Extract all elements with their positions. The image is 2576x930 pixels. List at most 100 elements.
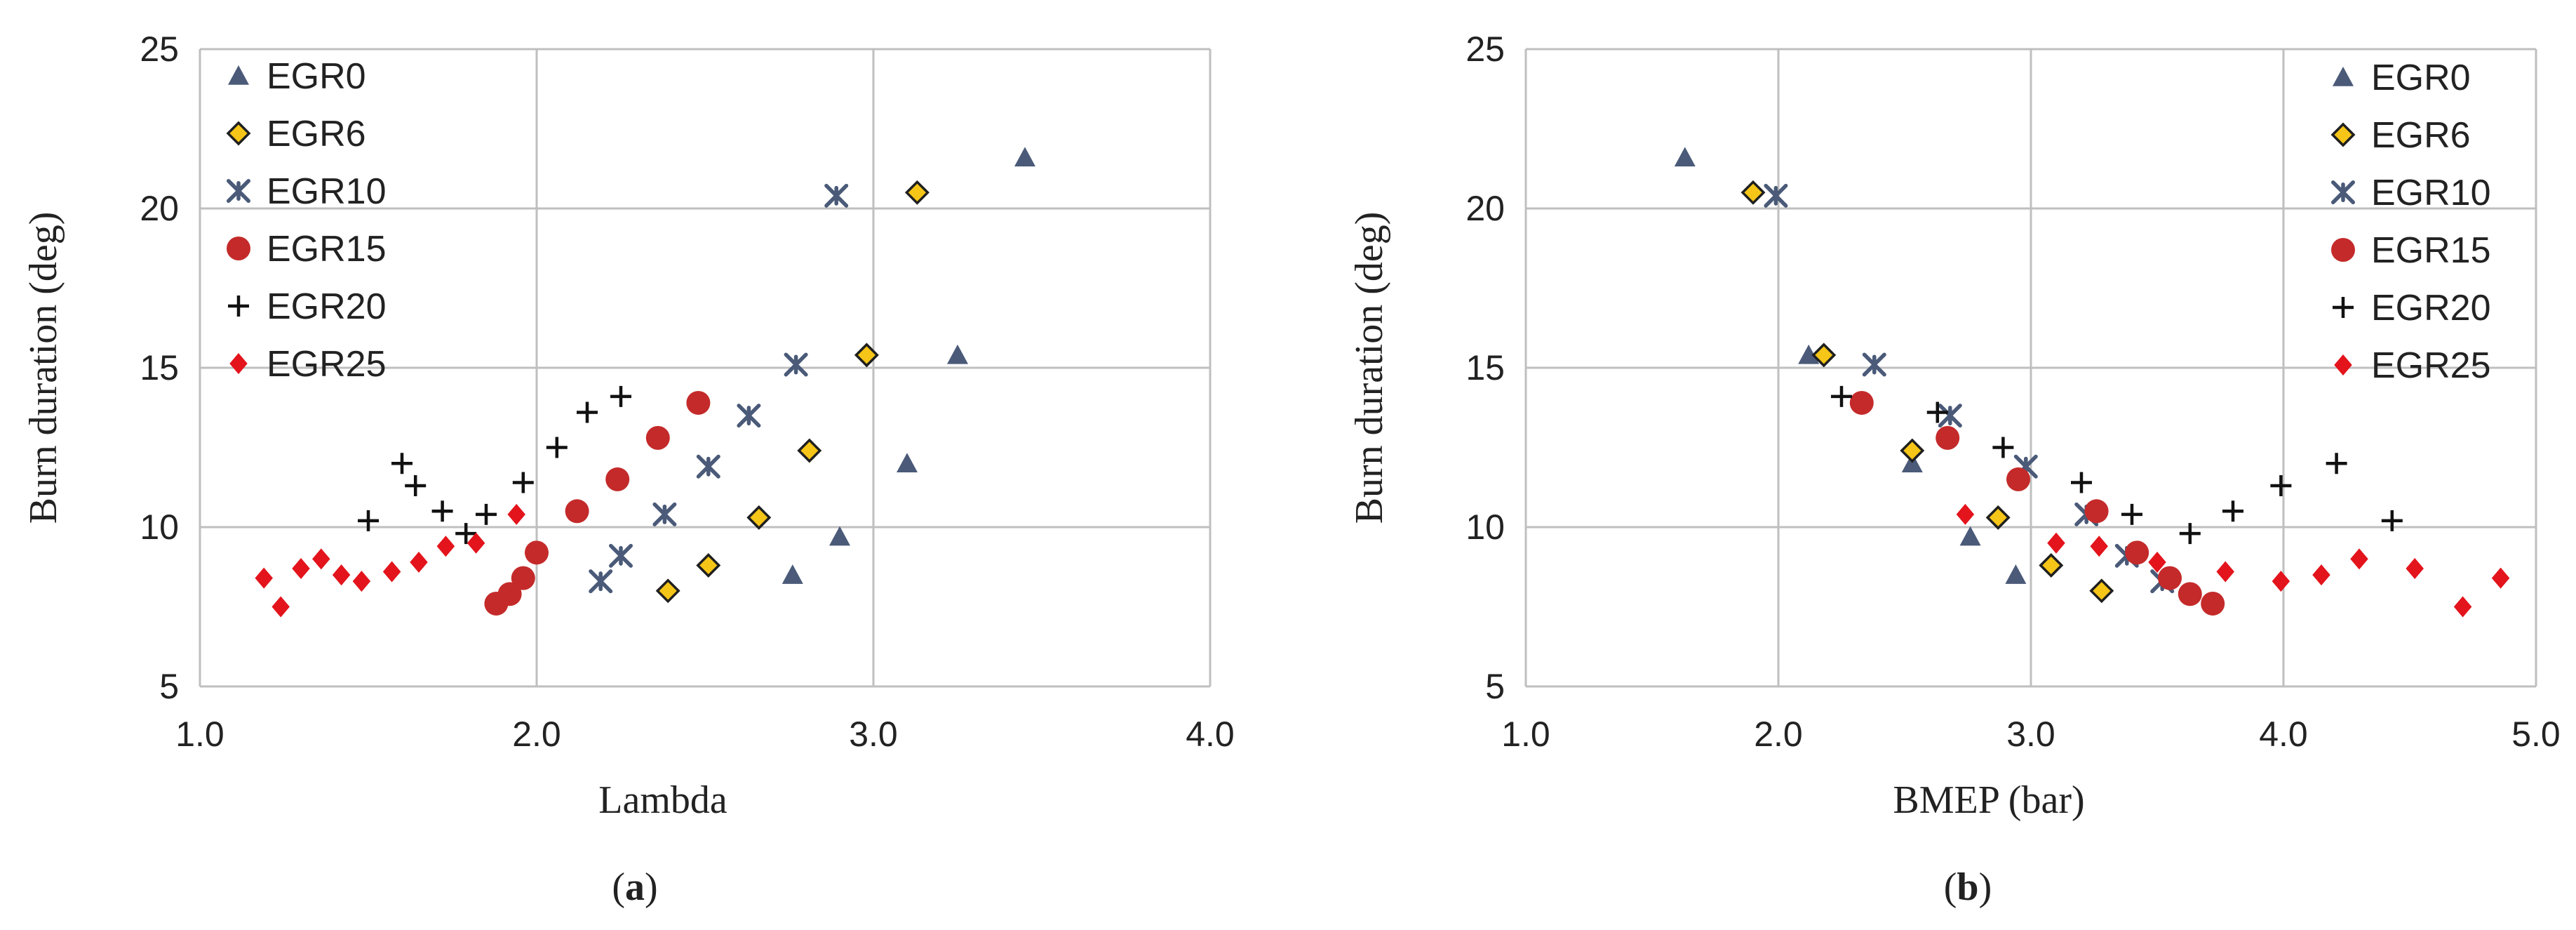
- legend: EGR0 EGR6 EGR10 EGR15 EGR20 EGR25: [2330, 58, 2491, 386]
- data-point: [2039, 553, 2064, 578]
- data-point: [2222, 500, 2243, 522]
- data-point: [589, 569, 613, 594]
- legend-label: EGR20: [267, 286, 387, 327]
- data-point: [1831, 385, 1852, 407]
- x-axis-label: BMEP (bar): [1893, 778, 2084, 822]
- data-point: [2270, 474, 2292, 496]
- legend-marker: [2333, 297, 2354, 318]
- data-point: [645, 425, 670, 450]
- data-point: [391, 453, 412, 474]
- panel-label: (b): [1944, 865, 1992, 909]
- data-point: [2272, 571, 2290, 592]
- legend-label: EGR0: [2371, 58, 2471, 98]
- y-axis-label: Burn duration (deg): [22, 212, 65, 524]
- data-point: [2491, 567, 2510, 589]
- legend-label: EGR25: [2371, 345, 2491, 386]
- x-tick-label: 1.0: [175, 715, 224, 754]
- data-point: [854, 343, 879, 368]
- legend-marker: [2331, 180, 2355, 204]
- legend-marker: [228, 65, 249, 85]
- series-egr20: [1831, 385, 2403, 545]
- x-tick-label: 1.0: [1501, 715, 1550, 754]
- data-point: [2006, 467, 2030, 491]
- chart-panel-b: 1.0 2.0 3.0 4.0 5.0 5 10 15 20 25 BMEP (bar) Burn d…: [1348, 29, 2561, 909]
- data-point: [1985, 505, 2011, 530]
- data-point: [1811, 343, 1837, 368]
- data-point: [2326, 453, 2347, 474]
- data-point: [332, 564, 351, 586]
- x-tick-label: 4.0: [2259, 715, 2308, 754]
- data-point: [2312, 564, 2330, 586]
- y-tick-label: 25: [1465, 29, 1505, 69]
- legend-marker: [2333, 67, 2354, 86]
- data-point: [565, 499, 589, 524]
- data-point: [2216, 561, 2234, 583]
- data-point: [784, 352, 808, 377]
- data-point: [1926, 401, 1948, 423]
- data-point: [2089, 578, 2114, 604]
- data-point: [652, 502, 677, 526]
- legend-marker: [2334, 354, 2352, 376]
- data-point: [382, 561, 401, 583]
- data-point: [2071, 472, 2092, 493]
- data-point: [947, 344, 968, 364]
- data-point: [904, 180, 930, 205]
- data-point: [1938, 404, 1962, 428]
- data-point: [292, 558, 310, 580]
- legend-label: EGR0: [267, 56, 366, 97]
- series-egr25: [255, 503, 525, 618]
- data-point: [546, 437, 568, 458]
- data-point: [2005, 564, 2027, 584]
- x-tick-label: 3.0: [849, 715, 898, 754]
- series-egr15: [484, 390, 711, 616]
- data-point: [781, 564, 803, 584]
- data-point: [2158, 566, 2182, 590]
- data-point: [2125, 540, 2149, 565]
- data-point: [1959, 526, 1981, 546]
- legend-marker: [226, 121, 251, 146]
- y-tick-label: 15: [140, 348, 179, 387]
- data-point: [436, 536, 455, 557]
- x-tick-label: 2.0: [1754, 715, 1803, 754]
- data-point: [655, 578, 680, 604]
- data-point: [824, 183, 849, 208]
- data-point: [2121, 503, 2142, 525]
- data-point: [2090, 536, 2108, 557]
- x-axis-label: Lambda: [598, 778, 727, 822]
- data-point: [2453, 596, 2472, 618]
- legend-label: EGR6: [2371, 115, 2471, 156]
- data-point: [2148, 551, 2166, 573]
- data-point: [696, 553, 721, 578]
- y-axis-label: Burn duration (deg): [1348, 212, 1391, 524]
- series-egr0: [781, 147, 1035, 584]
- legend-label: EGR25: [267, 344, 387, 385]
- y-tick-label: 5: [1485, 667, 1505, 706]
- data-point: [1014, 147, 1035, 167]
- data-point: [797, 438, 822, 463]
- legend-label: EGR15: [267, 229, 387, 270]
- legend-marker: [2331, 238, 2355, 262]
- legend-marker: [228, 295, 249, 317]
- data-point: [1849, 390, 1874, 415]
- data-point: [352, 571, 371, 592]
- data-point: [1936, 425, 1960, 450]
- data-point: [255, 567, 273, 589]
- panel-label: (a): [612, 865, 657, 909]
- data-point: [2350, 548, 2368, 570]
- x-tick-label: 5.0: [2511, 715, 2561, 754]
- data-point: [1798, 344, 1820, 364]
- y-tick-label: 10: [140, 507, 179, 547]
- data-point: [609, 543, 633, 568]
- data-point: [1674, 147, 1696, 167]
- y-tick-label: 10: [1465, 507, 1505, 547]
- x-tick-label: 3.0: [2006, 715, 2055, 754]
- data-point: [696, 454, 720, 479]
- data-point: [1900, 438, 1925, 463]
- data-point: [1740, 180, 1766, 205]
- y-tick-label: 15: [1465, 348, 1505, 387]
- series-egr6: [655, 180, 930, 604]
- data-point: [405, 474, 427, 496]
- data-point: [507, 503, 525, 525]
- data-point: [829, 526, 850, 546]
